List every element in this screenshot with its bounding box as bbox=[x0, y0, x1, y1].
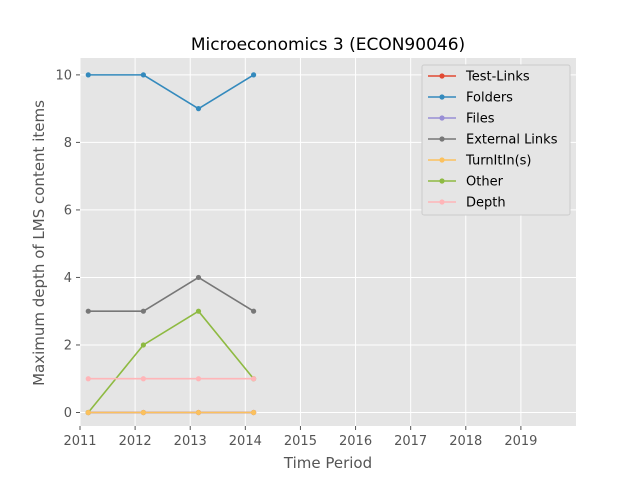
series-turnitin-s bbox=[85, 409, 257, 416]
x-tick-label: 2013 bbox=[174, 434, 207, 449]
chart-title: Microeconomics 3 (ECON90046) bbox=[191, 35, 465, 55]
data-point-depth bbox=[85, 376, 91, 382]
legend-label: Folders bbox=[466, 91, 513, 106]
y-tick-label: 10 bbox=[55, 68, 72, 83]
x-tick-label: 2017 bbox=[394, 434, 427, 449]
data-point-external-links bbox=[195, 274, 202, 281]
data-point-external-links bbox=[251, 308, 257, 314]
series-external-links bbox=[85, 274, 257, 314]
data-point-folders bbox=[251, 72, 257, 78]
x-tick-label: 2019 bbox=[504, 434, 537, 449]
legend-label: Test-Links bbox=[465, 70, 530, 85]
legend-label: Files bbox=[466, 112, 495, 127]
legend-item-files: Files bbox=[428, 112, 495, 127]
y-tick-label: 6 bbox=[64, 203, 72, 218]
series-layer bbox=[85, 72, 257, 416]
data-point-depth bbox=[251, 376, 257, 382]
x-tick-label: 2016 bbox=[339, 434, 372, 449]
legend-item-depth: Depth bbox=[428, 196, 506, 211]
legend-label: Depth bbox=[466, 196, 506, 211]
x-tick-label: 2012 bbox=[119, 434, 152, 449]
legend-item-other: Other bbox=[428, 175, 504, 190]
y-tick-label: 4 bbox=[64, 271, 72, 286]
legend-swatch-marker bbox=[439, 157, 445, 163]
data-point-turnitin-s bbox=[251, 409, 257, 416]
data-point-folders bbox=[195, 106, 202, 112]
x-tick-label: 2018 bbox=[449, 434, 482, 449]
legend-label: Other bbox=[466, 175, 504, 190]
y-tick-label: 2 bbox=[64, 338, 72, 353]
legend-swatch-marker bbox=[439, 178, 445, 184]
y-tick-label: 0 bbox=[64, 406, 72, 421]
grid bbox=[79, 58, 576, 426]
data-point-external-links bbox=[140, 308, 146, 314]
series-depth bbox=[85, 376, 257, 382]
data-point-other bbox=[140, 342, 146, 348]
legend-swatch-marker bbox=[439, 73, 445, 79]
y-tick-label: 8 bbox=[64, 136, 72, 151]
legend-item-external-links: External Links bbox=[428, 133, 558, 148]
legend-swatch-marker bbox=[439, 199, 445, 205]
data-point-external-links bbox=[85, 308, 91, 314]
data-point-turnitin-s bbox=[85, 409, 91, 416]
data-point-turnitin-s bbox=[140, 409, 146, 416]
legend-swatch-marker bbox=[439, 115, 445, 121]
series-line-folders bbox=[88, 74, 255, 110]
legend-label: External Links bbox=[466, 133, 558, 148]
legend-swatch-marker bbox=[439, 94, 445, 100]
x-tick-label: 2015 bbox=[284, 434, 317, 449]
data-point-depth bbox=[140, 376, 146, 382]
series-folders bbox=[85, 72, 257, 112]
x-tick-label: 2014 bbox=[229, 434, 262, 449]
x-tick-label: 2011 bbox=[63, 434, 96, 449]
legend-item-turnitin-s: TurnItIn(s) bbox=[428, 154, 531, 169]
y-axis-ticks: 0 2 4 6 8 10 bbox=[55, 68, 80, 421]
data-point-turnitin-s bbox=[195, 409, 202, 416]
x-axis-label: Time Period bbox=[283, 454, 372, 472]
data-point-other bbox=[195, 308, 202, 314]
legend-item-test-links: Test-Links bbox=[428, 70, 530, 85]
legend-item-folders: Folders bbox=[428, 91, 513, 106]
series-line-external-links bbox=[88, 276, 255, 313]
y-axis-label: Maximum depth of LMS content items bbox=[30, 100, 48, 386]
data-point-depth bbox=[195, 376, 202, 382]
data-point-folders bbox=[85, 72, 91, 78]
legend-frame bbox=[421, 64, 571, 216]
data-point-folders bbox=[140, 72, 146, 78]
x-axis-ticks: 2011 2012 2013 2014 2015 2016 2017 2018 2019 bbox=[63, 426, 537, 449]
legend: Test-Links Folders Files External Links Turn… bbox=[421, 64, 571, 216]
legend-swatch-marker bbox=[439, 136, 445, 142]
legend-label: TurnItIn(s) bbox=[465, 154, 531, 169]
